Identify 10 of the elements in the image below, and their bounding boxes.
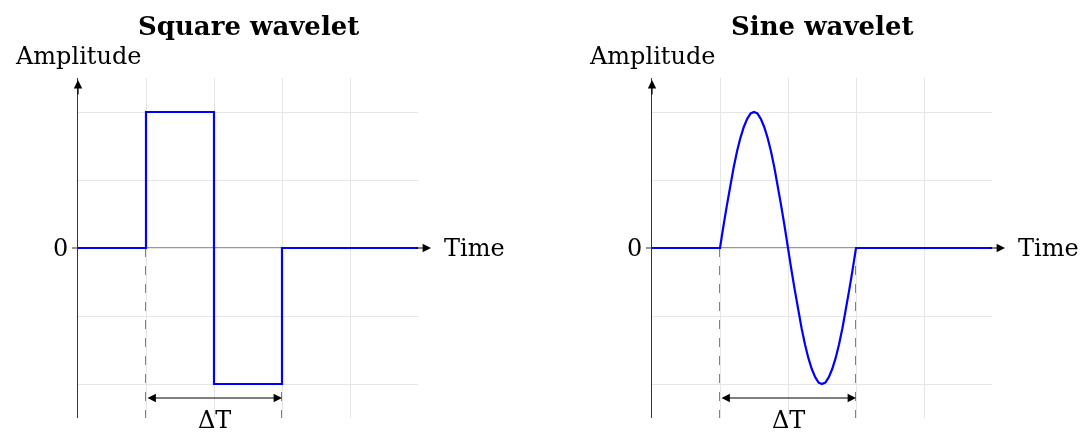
x-axis-title: Time: [444, 234, 505, 262]
x-axis-title: Time: [1018, 234, 1079, 262]
ref-line-label: 0: [53, 234, 69, 262]
text: ΔT: [772, 406, 806, 432]
y-axis-title: Amplitude: [15, 42, 142, 70]
chart-title: Square wavelet: [138, 11, 360, 41]
ref-line-label: 0: [627, 234, 643, 262]
text: ΔT: [198, 406, 232, 432]
y-axis-title: Amplitude: [589, 42, 716, 70]
chart-title: Sine wavelet: [731, 11, 914, 41]
